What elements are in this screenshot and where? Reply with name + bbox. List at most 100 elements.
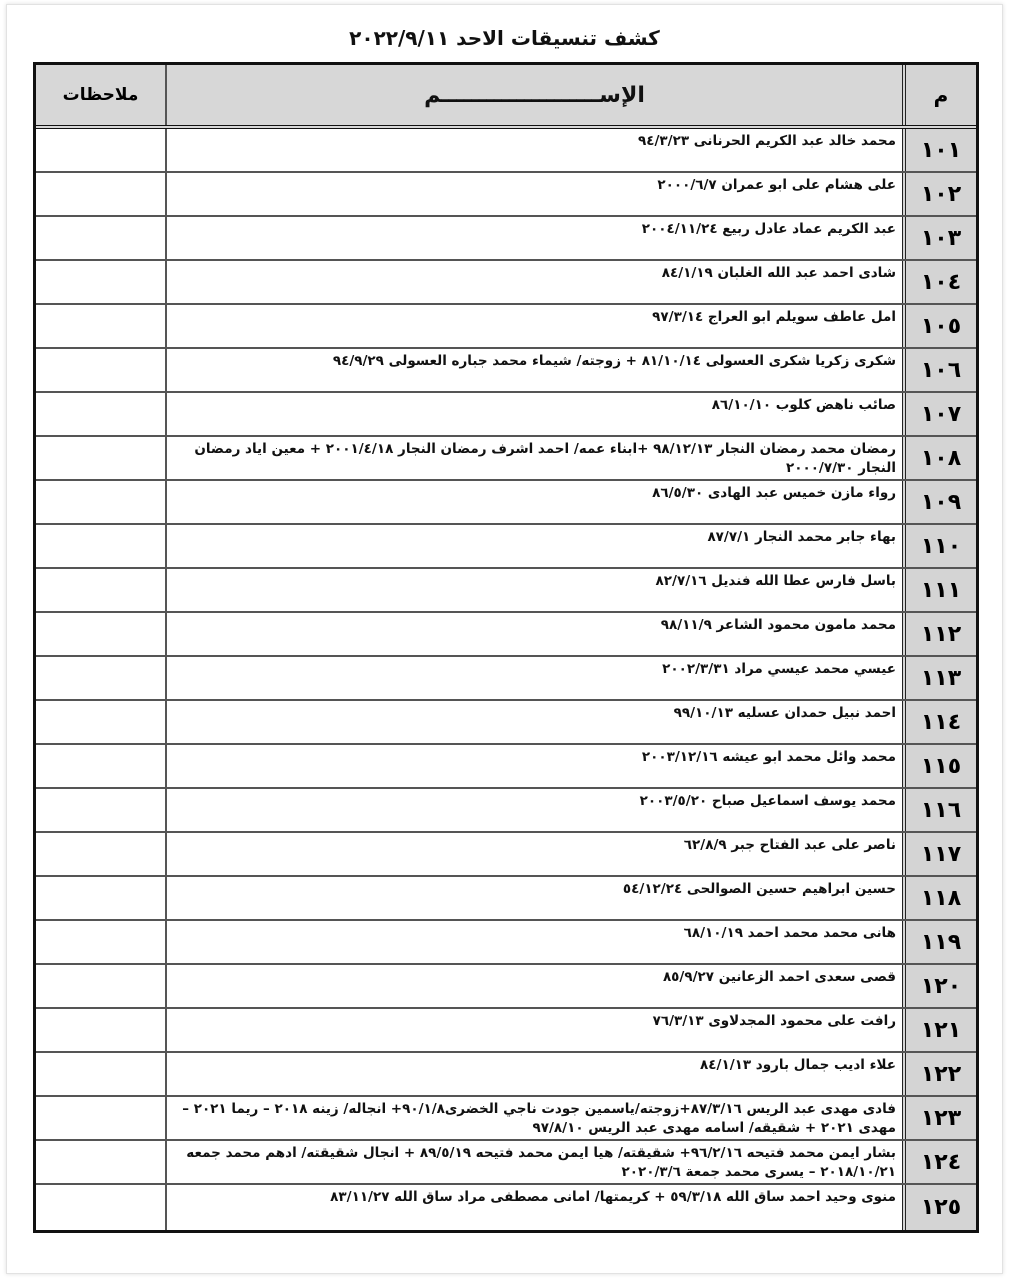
row-number: ١١٤ [902,701,976,743]
row-name: رواء مازن خميس عبد الهادى ٨٦/٥/٣٠ [165,481,902,523]
row-notes [36,745,165,787]
row-notes [36,173,165,215]
table-row: ١٠٣ عبد الكريم عماد عادل ربيع ٢٠٠٤/١١/٢٤ [36,217,976,261]
row-number: ١٠٦ [902,349,976,391]
row-notes [36,657,165,699]
row-name: محمد وائل محمد ابو عيشه ٢٠٠٣/١٢/١٦ [165,745,902,787]
row-name: صائب ناهض كلوب ٨٦/١٠/١٠ [165,393,902,435]
table-row: ١٢٤ بشار ايمن محمد فتيحه ٩٦/٢/١٦+ شقيقته/… [36,1141,976,1185]
row-number: ١١٦ [902,789,976,831]
row-name: رمضان محمد رمضان النجار ٩٨/١٢/١٣ +ابناء … [165,437,902,479]
row-name: محمد خالد عبد الكريم الحرنانى ٩٤/٣/٢٣ [165,129,902,171]
row-number: ١١١ [902,569,976,611]
table-row: ١٢١ رافت على محمود المجدلاوى ٧٦/٣/١٣ [36,1009,976,1053]
table-row: ١٠٢ على هشام على ابو عمران ٢٠٠٠/٦/٧ [36,173,976,217]
header-notes: ملاحظات [36,65,165,125]
row-notes [36,1053,165,1095]
row-number: ١٠٩ [902,481,976,523]
table-row: ١١٠ بهاء جابر محمد النجار ٨٧/٧/١ [36,525,976,569]
table-row: ١١٧ ناصر على عبد الفتاح جبر ٦٢/٨/٩ [36,833,976,877]
row-notes [36,525,165,567]
row-number: ١١٢ [902,613,976,655]
row-name: بشار ايمن محمد فتيحه ٩٦/٢/١٦+ شقيقته/ هي… [165,1141,902,1183]
row-number: ١٠٤ [902,261,976,303]
row-name: عبد الكريم عماد عادل ربيع ٢٠٠٤/١١/٢٤ [165,217,902,259]
table-row: ١٠٤ شادى احمد عبد الله الغلبان ٨٤/١/١٩ [36,261,976,305]
row-number: ١١٨ [902,877,976,919]
table-row: ١١٣ عيسي محمد عيسي مراد ٢٠٠٢/٣/٣١ [36,657,976,701]
row-number: ١٠٢ [902,173,976,215]
row-number: ١٢١ [902,1009,976,1051]
table-row: ١١٢ محمد مامون محمود الشاعر ٩٨/١١/٩ [36,613,976,657]
row-notes [36,349,165,391]
row-name: قصى سعدى احمد الزعانين ٨٥/٩/٢٧ [165,965,902,1007]
row-notes [36,261,165,303]
row-name: منوى وحيد احمد ساق الله ٥٩/٣/١٨ + كريمته… [165,1185,902,1230]
header-name: الإســـــــــــــــــــــم [165,65,902,125]
table-row: ١٢٠ قصى سعدى احمد الزعانين ٨٥/٩/٢٧ [36,965,976,1009]
row-number: ١٢٤ [902,1141,976,1183]
row-number: ١١٥ [902,745,976,787]
table-row: ١٢٥ منوى وحيد احمد ساق الله ٥٩/٣/١٨ + كري… [36,1185,976,1230]
row-name: رافت على محمود المجدلاوى ٧٦/٣/١٣ [165,1009,902,1051]
table-row: ١١١ باسل فارس عطا الله فنديل ٨٢/٧/١٦ [36,569,976,613]
row-notes [36,1185,165,1230]
row-notes [36,965,165,1007]
row-number: ١٠٧ [902,393,976,435]
row-notes [36,1097,165,1139]
row-notes [36,481,165,523]
table-row: ١٠٩ رواء مازن خميس عبد الهادى ٨٦/٥/٣٠ [36,481,976,525]
row-name: فادى مهدى عبد الريس ٨٧/٣/١٦+زوجته/ياسمين… [165,1097,902,1139]
table-row: ١٠٥ امل عاطف سويلم ابو العراج ٩٧/٣/١٤ [36,305,976,349]
row-name: هانى محمد محمد احمد ٦٨/١٠/١٩ [165,921,902,963]
table-row: ١٢٣ فادى مهدى عبد الريس ٨٧/٣/١٦+زوجته/ياس… [36,1097,976,1141]
row-name: امل عاطف سويلم ابو العراج ٩٧/٣/١٤ [165,305,902,347]
row-notes [36,393,165,435]
row-number: ١٠٨ [902,437,976,479]
row-notes [36,217,165,259]
row-name: على هشام على ابو عمران ٢٠٠٠/٦/٧ [165,173,902,215]
table-row: ١٠٧ صائب ناهض كلوب ٨٦/١٠/١٠ [36,393,976,437]
row-notes [36,1009,165,1051]
row-number: ١٠٥ [902,305,976,347]
row-name: محمد مامون محمود الشاعر ٩٨/١١/٩ [165,613,902,655]
row-notes [36,613,165,655]
table-row: ١١٤ احمد نبيل حمدان عسليه ٩٩/١٠/١٣ [36,701,976,745]
row-number: ١٢٥ [902,1185,976,1230]
table-header-row: م الإســـــــــــــــــــــم ملاحظات [36,65,976,129]
table-row: ١١٦ محمد يوسف اسماعيل صباح ٢٠٠٣/٥/٢٠ [36,789,976,833]
row-name: محمد يوسف اسماعيل صباح ٢٠٠٣/٥/٢٠ [165,789,902,831]
row-number: ١٢٣ [902,1097,976,1139]
row-name: بهاء جابر محمد النجار ٨٧/٧/١ [165,525,902,567]
table-row: ١٠٦ شكرى زكريا شكرى العسولى ٨١/١٠/١٤ + زو… [36,349,976,393]
row-name: حسين ابراهيم حسين الصوالحى ٥٤/١٢/٢٤ [165,877,902,919]
header-number: م [902,65,976,125]
row-notes [36,437,165,479]
names-table: م الإســـــــــــــــــــــم ملاحظات ١٠١… [33,62,979,1233]
row-notes [36,305,165,347]
row-number: ١١٣ [902,657,976,699]
row-notes [36,569,165,611]
row-name: علاء اديب جمال بارود ٨٤/١/١٣ [165,1053,902,1095]
row-number: ١١٠ [902,525,976,567]
row-name: احمد نبيل حمدان عسليه ٩٩/١٠/١٣ [165,701,902,743]
row-name: باسل فارس عطا الله فنديل ٨٢/٧/١٦ [165,569,902,611]
row-name: شكرى زكريا شكرى العسولى ٨١/١٠/١٤ + زوجته… [165,349,902,391]
row-number: ١٠٣ [902,217,976,259]
table-row: ١٠٨ رمضان محمد رمضان النجار ٩٨/١٢/١٣ +ابن… [36,437,976,481]
row-name: ناصر على عبد الفتاح جبر ٦٢/٨/٩ [165,833,902,875]
row-number: ١٠١ [902,129,976,171]
row-number: ١١٩ [902,921,976,963]
table-row: ١٠١ محمد خالد عبد الكريم الحرنانى ٩٤/٣/٢٣ [36,129,976,173]
table-row: ١٢٢ علاء اديب جمال بارود ٨٤/١/١٣ [36,1053,976,1097]
row-notes [36,789,165,831]
row-notes [36,129,165,171]
row-name: عيسي محمد عيسي مراد ٢٠٠٢/٣/٣١ [165,657,902,699]
row-number: ١١٧ [902,833,976,875]
table-row: ١١٨ حسين ابراهيم حسين الصوالحى ٥٤/١٢/٢٤ [36,877,976,921]
row-notes [36,921,165,963]
table-row: ١١٥ محمد وائل محمد ابو عيشه ٢٠٠٣/١٢/١٦ [36,745,976,789]
row-name: شادى احمد عبد الله الغلبان ٨٤/١/١٩ [165,261,902,303]
row-number: ١٢٢ [902,1053,976,1095]
row-notes [36,877,165,919]
